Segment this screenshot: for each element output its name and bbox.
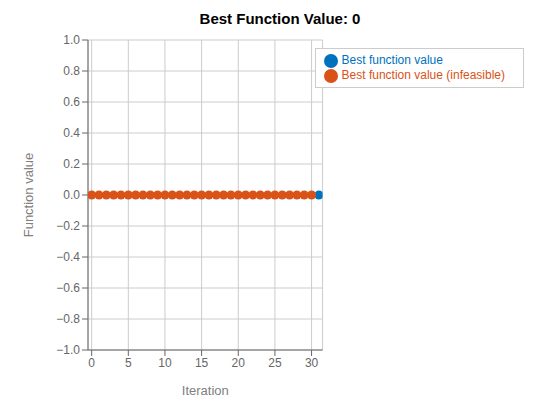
svg-text:Iteration: Iteration: [182, 383, 229, 398]
svg-text:5: 5: [125, 356, 132, 370]
svg-text:−0.4: −0.4: [56, 250, 80, 264]
svg-text:10: 10: [158, 356, 172, 370]
svg-text:−1.0: −1.0: [56, 343, 80, 357]
svg-text:−0.2: −0.2: [56, 219, 80, 233]
svg-text:20: 20: [232, 356, 246, 370]
svg-text:25: 25: [268, 356, 282, 370]
svg-text:Function value: Function value: [21, 153, 36, 238]
svg-text:0.2: 0.2: [63, 157, 80, 171]
svg-text:0.6: 0.6: [63, 95, 80, 109]
svg-text:0.0: 0.0: [63, 188, 80, 202]
svg-text:−0.6: −0.6: [56, 281, 80, 295]
svg-text:30: 30: [305, 356, 319, 370]
html-text:Best function value (infeasibl: Best function value (infeasible): [341, 67, 505, 82]
svg-text:15: 15: [195, 356, 209, 370]
svg-text:0: 0: [88, 356, 95, 370]
html-text:Best Function Value: 0: Best Function Value: 0: [199, 10, 361, 27]
svg-text:0.4: 0.4: [63, 126, 80, 140]
svg-text:1.0: 1.0: [63, 33, 80, 47]
svg-text:−0.8: −0.8: [56, 312, 80, 326]
svg-text:0.8: 0.8: [63, 64, 80, 78]
html-text:Best function value: Best function value: [341, 53, 443, 67]
